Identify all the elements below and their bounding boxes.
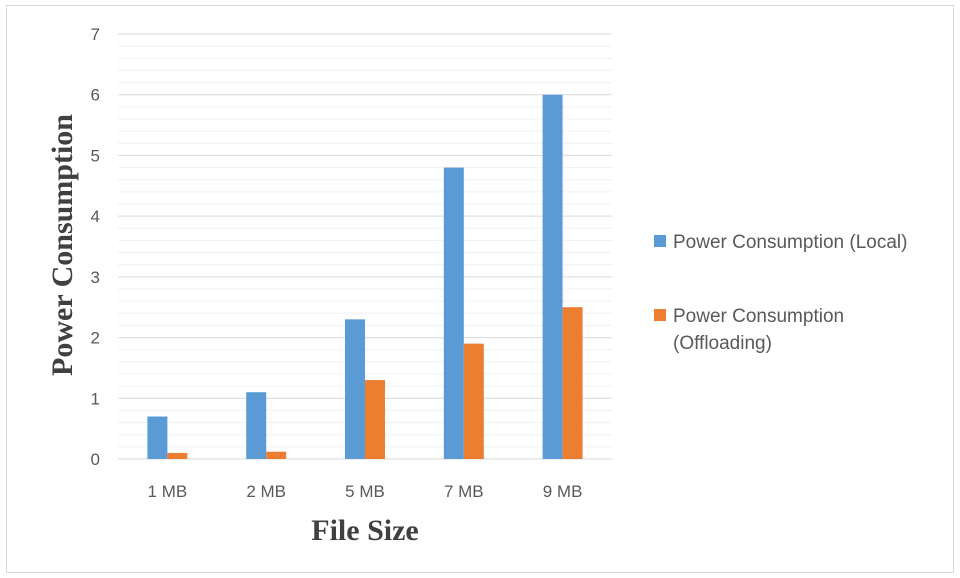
x-tick-label: 1 MB bbox=[148, 482, 188, 501]
y-tick-label: 4 bbox=[91, 207, 100, 226]
bar-offloading bbox=[463, 343, 484, 459]
bar-local bbox=[542, 94, 563, 459]
y-tick-label: 7 bbox=[91, 25, 100, 44]
x-tick-label: 2 MB bbox=[246, 482, 286, 501]
y-tick-label: 6 bbox=[91, 86, 100, 105]
bar-local bbox=[443, 167, 464, 460]
legend: Power Consumption (Local) Power Consumpt… bbox=[654, 232, 907, 354]
y-tick-labels: 0 1 2 3 4 5 6 7 bbox=[91, 25, 100, 469]
legend-label-offloading: Power Consumption (Offloading) bbox=[673, 306, 849, 354]
bar-offloading bbox=[266, 451, 287, 459]
x-tick-labels: 1 MB 2 MB 5 MB 7 MB 9 MB bbox=[148, 482, 583, 501]
x-axis-title: File Size bbox=[311, 514, 418, 547]
y-tick-label: 0 bbox=[91, 450, 100, 469]
bars bbox=[147, 94, 583, 460]
bar-offloading bbox=[167, 452, 188, 459]
y-tick-label: 1 bbox=[91, 389, 100, 408]
x-tick-label: 9 MB bbox=[543, 482, 583, 501]
x-tick-label: 5 MB bbox=[345, 482, 385, 501]
bar-offloading bbox=[562, 307, 583, 459]
y-tick-label: 5 bbox=[91, 146, 100, 165]
x-tick-label: 7 MB bbox=[444, 482, 484, 501]
bar-local bbox=[147, 416, 168, 459]
bar-local bbox=[345, 319, 365, 459]
y-tick-label: 2 bbox=[91, 329, 100, 348]
legend-swatch-offloading bbox=[654, 309, 666, 321]
legend-swatch-local bbox=[654, 235, 666, 247]
bar-local bbox=[246, 392, 267, 459]
y-axis-title: Power Consumption bbox=[46, 114, 79, 376]
y-tick-label: 3 bbox=[91, 268, 100, 287]
legend-label-local: Power Consumption (Local) bbox=[673, 232, 907, 253]
bar-offloading bbox=[365, 380, 385, 459]
